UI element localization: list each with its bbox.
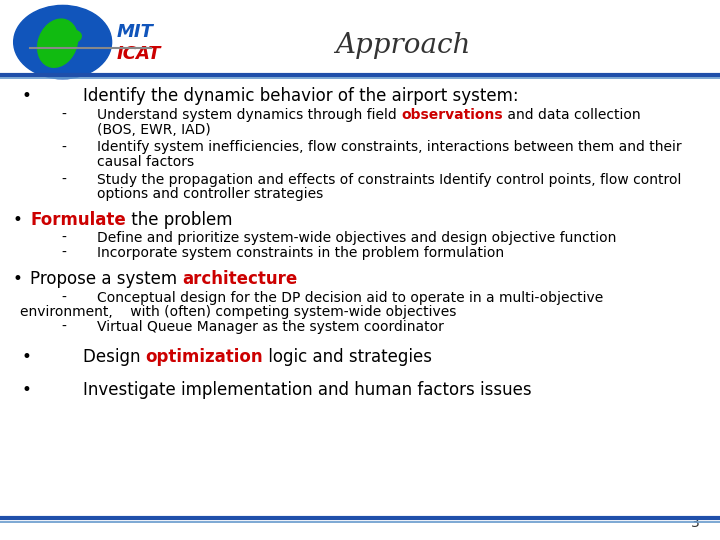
Text: ICAT: ICAT	[117, 45, 161, 63]
Text: Formulate: Formulate	[30, 211, 126, 228]
Text: •: •	[22, 87, 32, 105]
Text: (BOS, EWR, IAD): (BOS, EWR, IAD)	[97, 123, 211, 137]
Text: Approach: Approach	[336, 32, 471, 59]
Text: 3: 3	[691, 516, 700, 530]
Text: observations: observations	[401, 108, 503, 122]
Text: optimization: optimization	[145, 348, 264, 366]
Text: Identify system inefficiencies, flow constraints, interactions between them and : Identify system inefficiencies, flow con…	[97, 140, 682, 154]
Text: MIT: MIT	[117, 23, 153, 42]
Text: Study the propagation and effects of constraints Identify control points, flow c: Study the propagation and effects of con…	[97, 173, 682, 187]
Text: Investigate implementation and human factors issues: Investigate implementation and human fac…	[83, 381, 531, 399]
Text: •: •	[13, 211, 23, 228]
Text: -: -	[61, 231, 66, 245]
Text: Incorporate system constraints in the problem formulation: Incorporate system constraints in the pr…	[97, 246, 504, 260]
Text: •: •	[22, 381, 32, 399]
Text: •: •	[13, 270, 23, 288]
Text: -: -	[61, 291, 66, 305]
Text: environment,    with (often) competing system-wide objectives: environment, with (often) competing syst…	[20, 305, 456, 319]
Text: and data collection: and data collection	[503, 108, 641, 122]
Text: -: -	[61, 246, 66, 260]
Text: Conceptual design for the DP decision aid to operate in a multi-objective: Conceptual design for the DP decision ai…	[97, 291, 603, 305]
Text: Identify the dynamic behavior of the airport system:: Identify the dynamic behavior of the air…	[83, 87, 518, 105]
Text: Define and prioritize system-wide objectives and design objective function: Define and prioritize system-wide object…	[97, 231, 616, 245]
Text: •: •	[22, 348, 32, 366]
Text: logic and strategies: logic and strategies	[264, 348, 432, 366]
Text: Propose a system: Propose a system	[30, 270, 183, 288]
Text: -: -	[61, 140, 66, 154]
Text: -: -	[61, 108, 66, 122]
Text: -: -	[61, 173, 66, 187]
Text: architecture: architecture	[183, 270, 298, 288]
Text: causal factors: causal factors	[97, 155, 194, 169]
Text: Design: Design	[83, 348, 145, 366]
Text: Understand system dynamics through field: Understand system dynamics through field	[97, 108, 401, 122]
Text: the problem: the problem	[126, 211, 233, 228]
Text: -: -	[61, 320, 66, 334]
Text: options and controller strategies: options and controller strategies	[97, 187, 323, 201]
Text: Virtual Queue Manager as the system coordinator: Virtual Queue Manager as the system coor…	[97, 320, 444, 334]
